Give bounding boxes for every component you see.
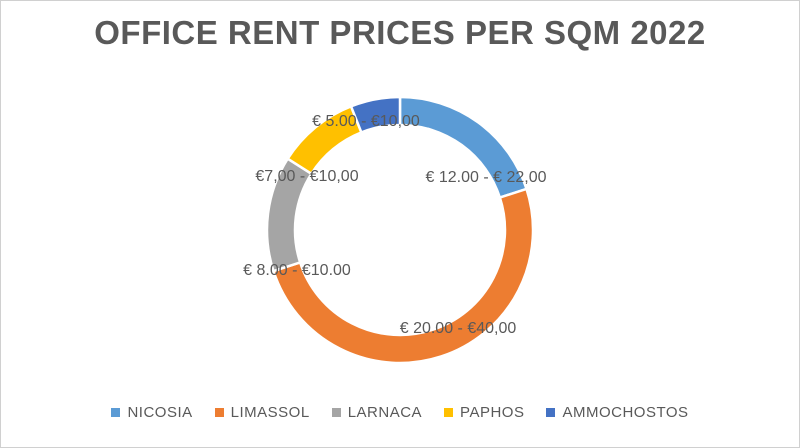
data-label-ammochostos: € 5.00 - €10,00 [312,113,420,130]
legend: NICOSIA LIMASSOL LARNACA PAPHOS AMMOCHOSTOS [0,404,800,421]
legend-swatch [331,408,341,417]
legend-swatch [111,408,121,417]
data-labels: € 12.00 - € 22,00 € 20.00 - €40,00 € 8.00 … [243,113,546,337]
data-label-larnaca: € 8.00 - €10.00 [243,262,351,279]
legend-item-limassol: LIMASSOL [214,404,310,421]
legend-item-ammochostos: AMMOCHOSTOS [546,404,688,421]
data-label-paphos: €7,00 - €10,00 [255,168,358,185]
slice-limassol [271,187,535,365]
legend-label: AMMOCHOSTOS [562,404,689,421]
data-label-limassol: € 20.00 - €40,00 [400,320,517,337]
slice-ammochostos [349,95,402,134]
legend-swatch [444,408,454,417]
data-label-nicosia: € 12.00 - € 22,00 [426,169,547,186]
legend-swatch [214,408,224,417]
legend-label: NICOSIA [127,404,193,421]
legend-swatch [546,408,556,417]
legend-item-nicosia: NICOSIA [111,404,192,421]
legend-item-paphos: PAPHOS [444,404,524,421]
legend-label: PAPHOS [460,404,525,421]
legend-label: LARNACA [347,404,423,421]
legend-item-larnaca: LARNACA [331,404,423,421]
chart-title: OFFICE RENT PRICES PER SQM 2022 [94,14,706,51]
donut-slices [265,95,535,365]
legend-label: LIMASSOL [230,404,310,421]
